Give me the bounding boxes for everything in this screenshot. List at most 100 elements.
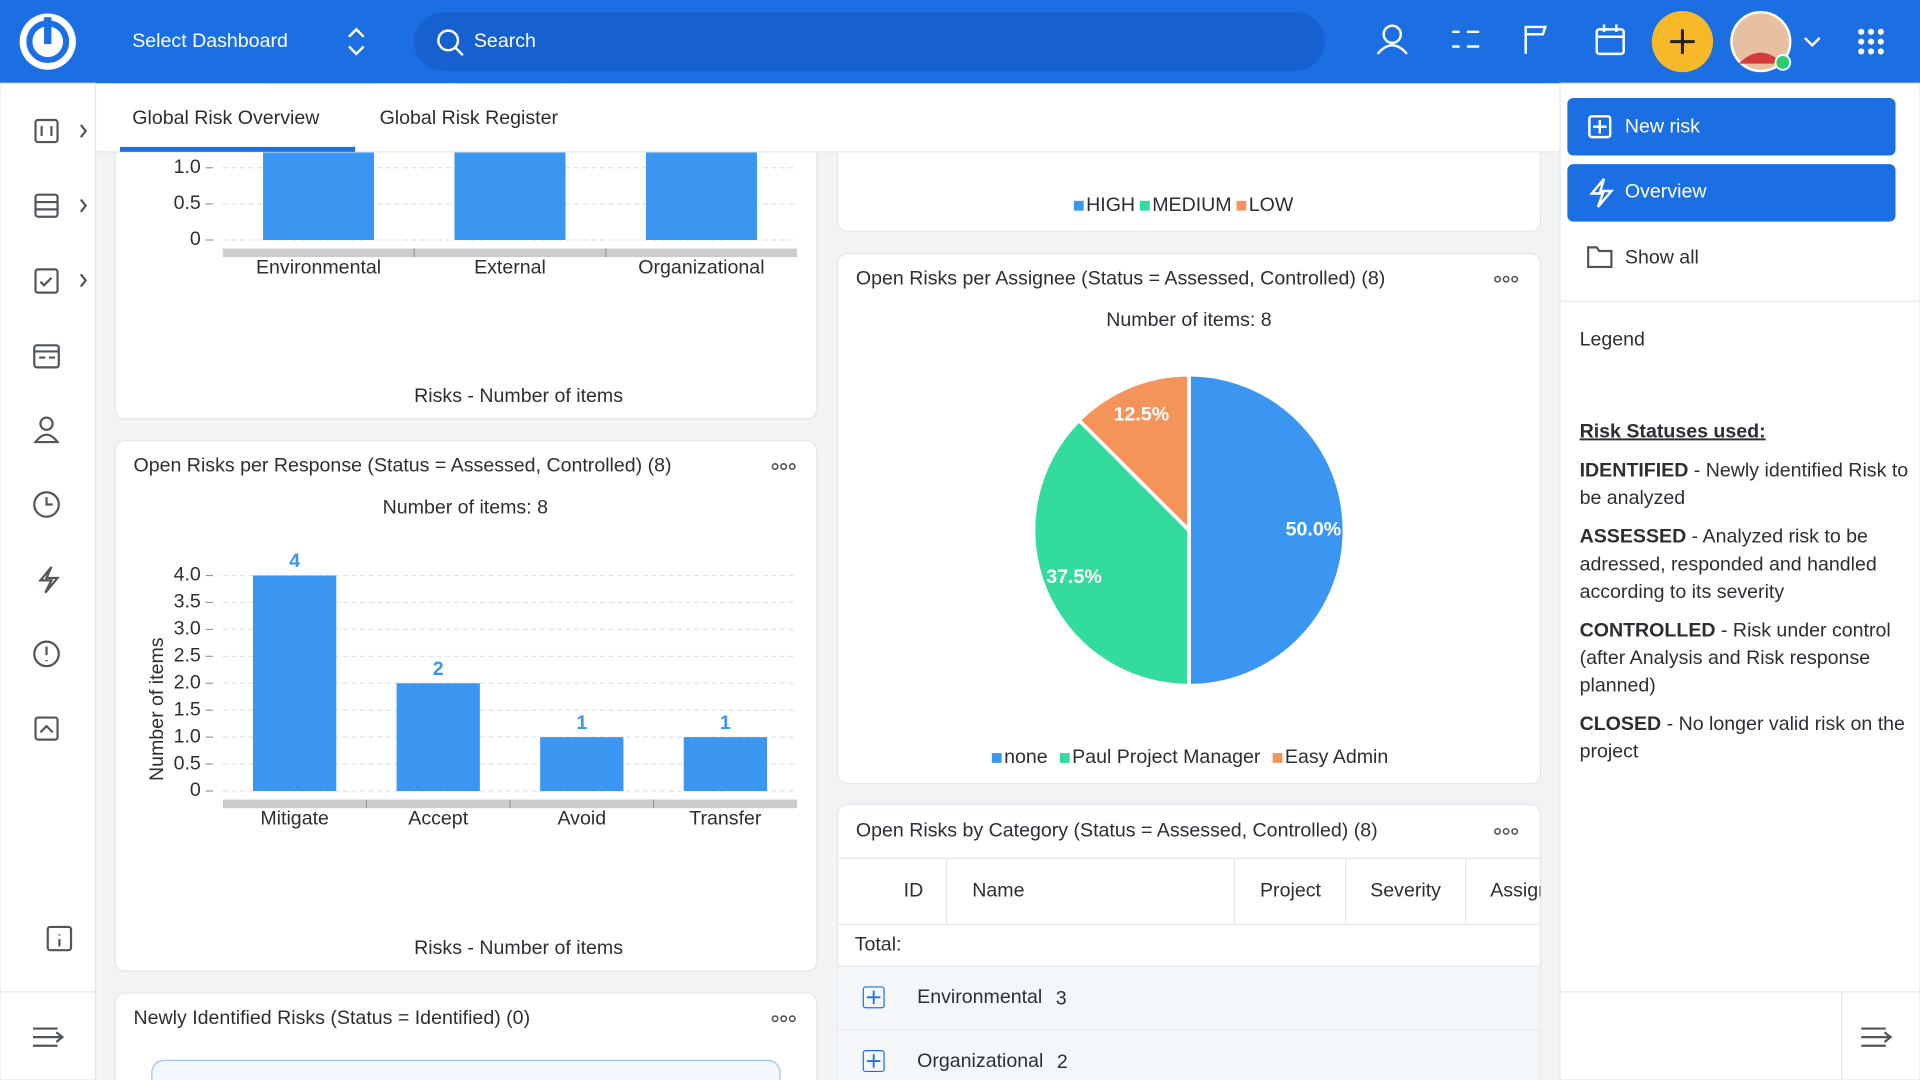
group-name: Organizational <box>917 1050 1043 1072</box>
sidebar <box>0 82 97 1080</box>
legend-description: - Newly identified Risk to <box>1688 460 1908 482</box>
legend-swatch <box>991 753 1002 763</box>
legend-swatch <box>1236 200 1247 211</box>
pie-slice <box>1076 372 1191 535</box>
button-icon <box>1589 177 1615 208</box>
bar <box>396 683 480 792</box>
expand-icon <box>866 1054 881 1068</box>
button-icon <box>1593 120 1607 134</box>
x-axis-label: Risks - Number of items <box>414 937 623 959</box>
x-axis <box>222 248 798 258</box>
sidebar-icons[interactable] <box>33 118 88 1047</box>
overview-button[interactable] <box>1567 164 1896 222</box>
tab[interactable]: Global Risk Overview <box>132 107 320 129</box>
legend-term: CLOSED <box>1580 713 1662 735</box>
data-label: 1 <box>576 712 587 734</box>
column-header: Assignee <box>1490 880 1571 902</box>
legend-swatch <box>1073 200 1084 211</box>
search-placeholder[interactable]: Search <box>474 30 536 52</box>
legend-entry: none <box>1004 746 1048 768</box>
x-tick-label: Avoid <box>557 807 606 829</box>
legend-term: ASSESSED <box>1580 526 1687 548</box>
folder-icon <box>1587 246 1613 269</box>
group-count: 3 <box>1056 987 1067 1009</box>
tab[interactable]: Global Risk Register <box>380 107 559 129</box>
legend-swatch <box>1272 753 1283 763</box>
column-header: Severity <box>1370 880 1441 902</box>
bar <box>683 737 767 792</box>
y-tick-label: 0.5 <box>174 752 201 774</box>
button-label[interactable]: New risk <box>1625 116 1700 138</box>
widget-title: Open Risks per Response (Status = Assess… <box>133 455 671 477</box>
legend-entry: Paul Project Manager <box>1072 746 1261 768</box>
pie-slice <box>1031 417 1191 688</box>
legend-swatch <box>1059 753 1070 763</box>
widget-title: Newly Identified Risks (Status = Identif… <box>133 1007 530 1029</box>
legend-term: CONTROLLED <box>1580 619 1716 641</box>
new-risk-button[interactable] <box>1567 97 1896 156</box>
tab-underline <box>120 146 356 152</box>
search-icon <box>454 46 464 56</box>
x-tick-label: Mitigate <box>260 807 329 829</box>
chart-subtitle: Number of items: 8 <box>383 496 548 518</box>
select-arrows <box>348 27 365 56</box>
x-tick-label: Environmental <box>256 256 381 278</box>
search-box[interactable] <box>413 12 1325 72</box>
y-tick-label: 4.0 <box>174 564 201 586</box>
y-tick-label: 2.5 <box>174 644 201 666</box>
column-header: Project <box>1260 880 1321 902</box>
header-icons[interactable] <box>1376 24 1625 56</box>
data-label: 12.5% <box>1114 403 1170 425</box>
logo-mark <box>44 17 52 45</box>
y-tick-label: 1.0 <box>174 156 201 178</box>
y-tick-label: 0.5 <box>174 192 201 214</box>
legend-description: adressed, responded and handled <box>1580 553 1877 575</box>
table: ID Name Project Severity Assignee Total: Envir… <box>837 857 1571 1080</box>
y-tick-label: 0 <box>190 228 201 250</box>
widget-title: Open Risks per Assignee (Status = Assess… <box>856 267 1385 289</box>
dashboard-select[interactable]: Select Dashboard <box>132 30 288 52</box>
legend-description: (after Analysis and Risk response <box>1580 647 1871 669</box>
x-tick-label: Accept <box>408 807 468 829</box>
button-icon <box>1588 115 1612 139</box>
legend-description: project <box>1580 741 1639 763</box>
expand-toggle[interactable] <box>862 1050 885 1073</box>
y-tick-label: 3.5 <box>174 591 201 613</box>
legend-title: Legend <box>1580 329 1645 351</box>
button-label[interactable]: Overview <box>1625 180 1707 202</box>
show-all-link[interactable]: Show all <box>1625 247 1699 269</box>
y-axis-label: Number of items <box>146 637 168 781</box>
legend-description: be analyzed <box>1580 487 1686 509</box>
legend-swatch <box>1139 200 1150 211</box>
column-header: ID <box>904 880 924 902</box>
data-label: 2 <box>433 658 444 680</box>
legend-entry: Easy Admin <box>1285 746 1388 768</box>
legend-description: according to its severity <box>1580 581 1785 603</box>
data-label: 1 <box>720 712 731 734</box>
add-icon <box>1670 29 1695 54</box>
legend-heading: Risk Statuses used: <box>1580 420 1766 442</box>
y-tick-label: 1.5 <box>174 698 201 720</box>
chart-subtitle: Number of items: 8 <box>1106 309 1271 331</box>
expand-icon <box>866 990 881 1005</box>
legend-description: - Analyzed risk to be <box>1686 526 1868 548</box>
expand-toggle[interactable] <box>862 986 885 1009</box>
data-label: 37.5% <box>1046 566 1102 588</box>
avatar[interactable] <box>1730 11 1792 73</box>
tab-bar <box>95 83 1561 152</box>
legend-description: - Risk under control <box>1716 619 1891 641</box>
collapse-icon[interactable] <box>1861 1027 1893 1047</box>
card <box>114 992 818 1080</box>
data-label: 50.0% <box>1286 518 1342 540</box>
legend-entry: LOW <box>1249 194 1294 216</box>
apps-icon[interactable] <box>1858 28 1884 55</box>
avatar-menu[interactable] <box>1804 37 1821 48</box>
right-panel <box>1559 82 1920 1080</box>
total-label: Total: <box>855 933 902 955</box>
widget-title: Open Risks by Category (Status = Assesse… <box>856 820 1378 842</box>
group-count: 2 <box>1057 1051 1068 1073</box>
y-tick-label: 2.0 <box>174 671 201 693</box>
empty-box <box>151 1059 781 1080</box>
